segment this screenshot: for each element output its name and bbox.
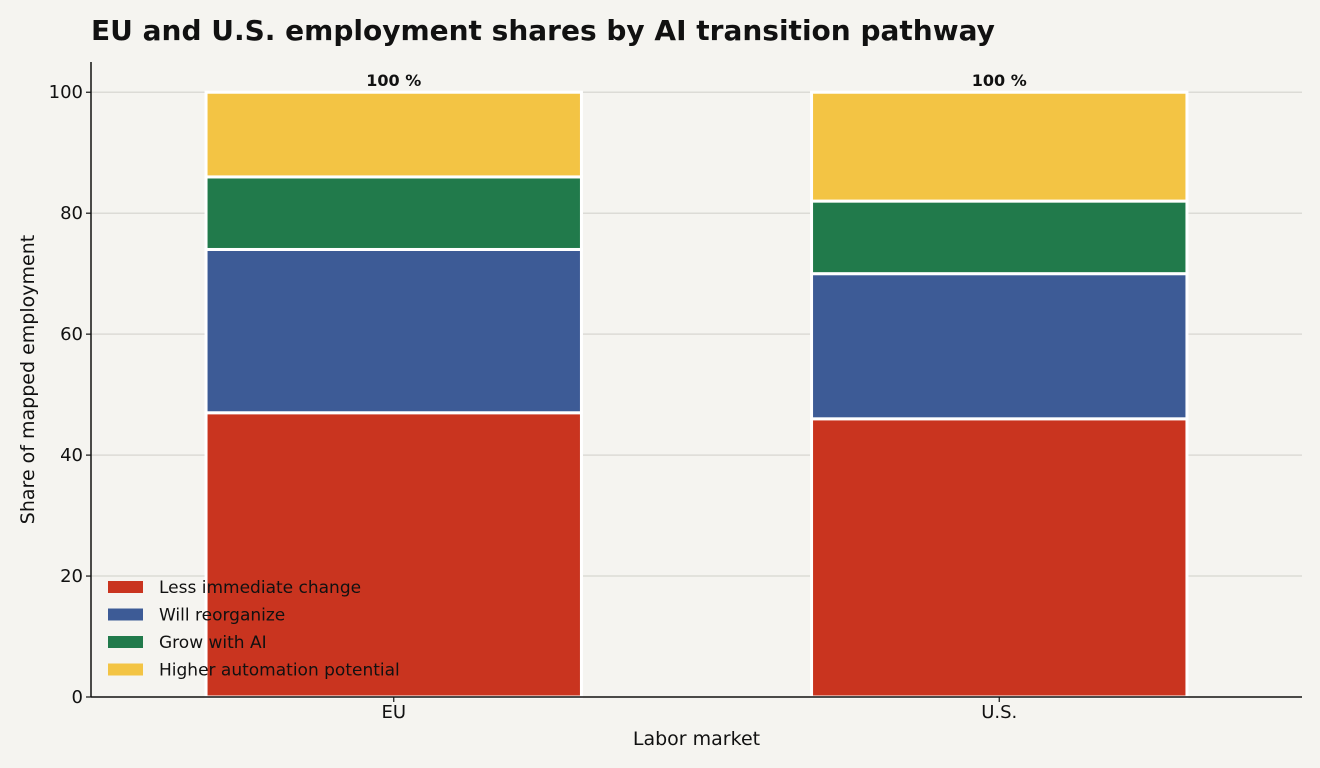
bar-eu-will-reorganize: [204, 247, 583, 415]
x-ticks: EU U.S.: [381, 697, 1017, 723]
bar-us-grow-with-ai: [810, 199, 1189, 276]
total-labels: 100 % 100 %: [366, 71, 1027, 90]
bar-us-higher-automation-potential: [810, 90, 1189, 203]
legend-label-less-immediate-change: Less immediate change: [159, 578, 361, 598]
total-label-eu: 100 %: [366, 71, 421, 90]
x-axis-label: Labor market: [633, 728, 760, 750]
chart-title: EU and U.S. employment shares by AI tran…: [91, 14, 995, 47]
legend-label-will-reorganize: Will reorganize: [159, 606, 285, 626]
bar-us-will-reorganize: [810, 272, 1189, 421]
y-tick-label-100: 100: [49, 82, 83, 103]
x-tick-label-us: U.S.: [981, 702, 1017, 723]
x-tick-label-eu: EU: [381, 702, 406, 723]
legend-swatch-grow-with-ai: [108, 636, 143, 648]
y-ticks: 0 20 40 60 80 100: [49, 82, 91, 708]
y-tick-label-60: 60: [60, 324, 83, 345]
legend-label-grow-with-ai: Grow with AI: [159, 633, 267, 653]
bar-eu-grow-with-ai: [204, 175, 583, 251]
bar-us-less-immediate-change: [810, 417, 1189, 699]
y-axis-label: Share of mapped employment: [17, 235, 39, 524]
bars: [204, 90, 1189, 699]
legend-label-higher-automation-potential: Higher automation potential: [159, 661, 400, 681]
bar-eu-higher-automation-potential: [204, 90, 583, 179]
y-tick-label-80: 80: [60, 203, 83, 224]
legend-swatch-will-reorganize: [108, 608, 143, 621]
bar-eu-less-immediate-change: [204, 411, 583, 699]
legend-swatch-less-immediate-change: [108, 581, 143, 593]
y-tick-label-40: 40: [60, 445, 83, 466]
y-tick-label-0: 0: [72, 687, 83, 708]
y-tick-label-20: 20: [60, 566, 83, 587]
total-label-us: 100 %: [972, 71, 1027, 90]
axes: [90, 62, 1302, 698]
legend-swatch-higher-automation-potential: [108, 663, 143, 676]
legend: Less immediate change Will reorganize Grow…: [108, 578, 400, 681]
